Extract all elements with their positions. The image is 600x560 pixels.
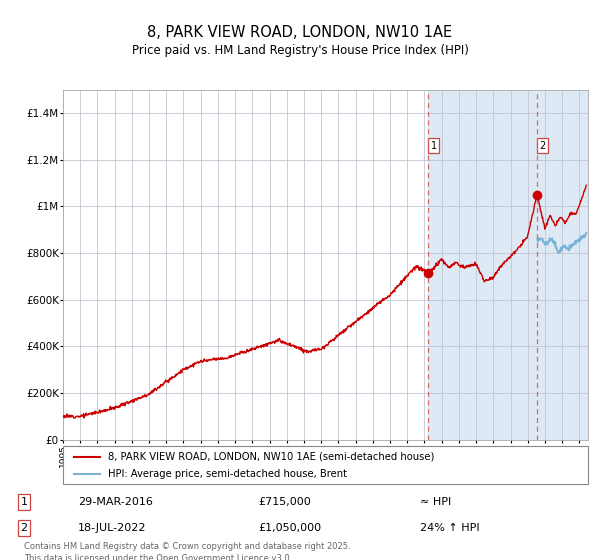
Text: 24% ↑ HPI: 24% ↑ HPI xyxy=(420,523,479,533)
Text: Contains HM Land Registry data © Crown copyright and database right 2025.
This d: Contains HM Land Registry data © Crown c… xyxy=(24,542,350,560)
Text: 8, PARK VIEW ROAD, LONDON, NW10 1AE: 8, PARK VIEW ROAD, LONDON, NW10 1AE xyxy=(148,25,452,40)
Bar xyxy=(428,90,600,440)
Text: 1: 1 xyxy=(431,141,437,151)
Text: 2: 2 xyxy=(539,141,546,151)
Text: £1,050,000: £1,050,000 xyxy=(258,523,321,533)
Text: £715,000: £715,000 xyxy=(258,497,311,507)
Text: 8, PARK VIEW ROAD, LONDON, NW10 1AE (semi-detached house): 8, PARK VIEW ROAD, LONDON, NW10 1AE (sem… xyxy=(107,451,434,461)
Text: 18-JUL-2022: 18-JUL-2022 xyxy=(78,523,146,533)
Text: 29-MAR-2016: 29-MAR-2016 xyxy=(78,497,153,507)
Text: HPI: Average price, semi-detached house, Brent: HPI: Average price, semi-detached house,… xyxy=(107,469,347,479)
Text: Price paid vs. HM Land Registry's House Price Index (HPI): Price paid vs. HM Land Registry's House … xyxy=(131,44,469,57)
Text: 2: 2 xyxy=(20,523,28,533)
FancyBboxPatch shape xyxy=(63,446,588,484)
Text: ≈ HPI: ≈ HPI xyxy=(420,497,451,507)
Text: 1: 1 xyxy=(20,497,28,507)
